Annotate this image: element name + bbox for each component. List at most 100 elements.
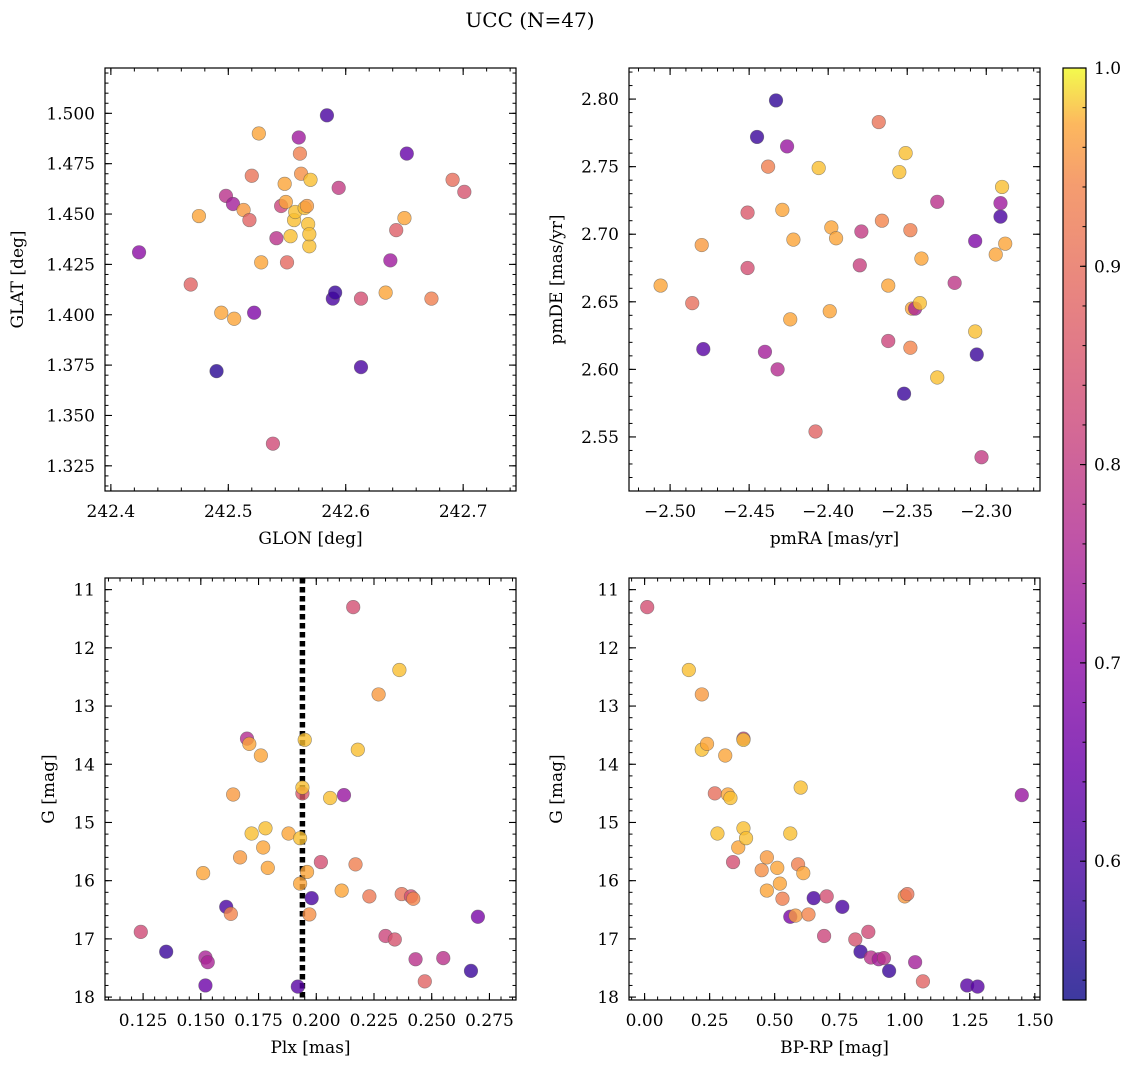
data-point <box>328 285 343 300</box>
panel-4: 0.00 0.25 0.50 0.75 1.00 1.25 1.50 11 12 13 14 15 16… <box>547 577 1054 1058</box>
x-tick-label: −2.50 <box>644 502 696 522</box>
data-point <box>133 924 148 939</box>
data-point <box>788 908 803 923</box>
y-axis-label: GLAT [deg] <box>8 230 28 328</box>
x-tick-label: −2.45 <box>723 502 775 522</box>
data-point <box>874 213 890 228</box>
data-point <box>265 436 281 451</box>
data-point <box>406 891 421 906</box>
scatter-panels: 242.4 242.5 242.6 242.7 1.325 1.350 1.375 1.400… <box>8 67 1054 1058</box>
data-point <box>882 963 897 978</box>
data-point <box>226 787 241 802</box>
colorbar: 0.6 0.7 0.8 0.9 1.0 <box>1062 59 1121 1001</box>
y-tick-label: 18 <box>597 988 619 1008</box>
x-tick-label: 1.00 <box>886 1011 924 1031</box>
x-tick-label: 0.75 <box>821 1011 859 1031</box>
data-point <box>640 600 655 615</box>
y-tick-label: 17 <box>73 930 95 950</box>
x-axis-label: Plx [mas] <box>270 1038 350 1058</box>
x-axis-label: pmRA [mas/yr] <box>770 529 899 549</box>
x-tick-label: 242.7 <box>439 502 488 522</box>
data-point <box>295 780 310 795</box>
y-axis-label: G [mag] <box>39 754 59 823</box>
data-point <box>898 146 913 161</box>
data-point <box>131 245 147 260</box>
data-point <box>699 736 715 751</box>
colorbar-tick-label: 0.7 <box>1094 654 1121 674</box>
data-point <box>811 160 826 176</box>
data-point <box>912 296 927 311</box>
x-tick-label: 242.6 <box>321 502 370 522</box>
x-tick-label: −2.40 <box>802 502 854 522</box>
data-point <box>258 821 273 836</box>
data-point <box>299 198 315 214</box>
y-tick-label: 15 <box>73 813 95 833</box>
data-point <box>392 662 407 678</box>
axes-frame <box>628 67 1041 492</box>
data-point <box>725 854 741 870</box>
x-axis-label: BP-RP [mag] <box>780 1038 889 1058</box>
y-tick-label: 2.65 <box>581 293 619 313</box>
data-point <box>253 748 268 763</box>
y-tick-label: 1.425 <box>46 255 95 275</box>
data-point <box>903 340 918 355</box>
panel-2: −2.50 −2.45 −2.40 −2.35 −2.30 2.55 2.60 2.65 2.7… <box>547 67 1041 549</box>
x-tick-label: 0.00 <box>626 1011 664 1031</box>
data-point <box>685 296 700 311</box>
colorbar-tick-label: 1.0 <box>1094 59 1121 79</box>
y-tick-label: 2.55 <box>581 428 619 448</box>
data-point <box>993 196 1008 211</box>
x-tick-label: −2.30 <box>960 502 1012 522</box>
data-point <box>200 955 215 970</box>
data-point <box>759 883 774 898</box>
data-point <box>757 344 773 359</box>
y-tick-label: 11 <box>73 581 95 601</box>
data-point <box>779 139 795 154</box>
colorbar-tick-label: 0.8 <box>1094 456 1121 476</box>
data-point <box>183 277 198 292</box>
x-tick-label: 0.175 <box>234 1011 283 1031</box>
x-tick-label: 0.125 <box>119 1011 168 1031</box>
data-point <box>835 899 850 914</box>
y-tick-label: 1.500 <box>46 104 95 124</box>
data-point <box>915 974 931 989</box>
data-point <box>227 311 242 326</box>
panel-1: 242.4 242.5 242.6 242.7 1.325 1.350 1.375 1.400… <box>8 67 517 549</box>
x-tick-label: 0.150 <box>176 1011 225 1031</box>
data-point <box>319 108 335 123</box>
data-point <box>775 891 790 906</box>
data-point <box>903 223 918 238</box>
colorbar-frame <box>1062 67 1087 1001</box>
data-point <box>723 790 738 806</box>
x-tick-label: 0.200 <box>292 1011 341 1031</box>
y-tick-label: 17 <box>597 930 619 950</box>
data-point <box>242 212 257 228</box>
data-point <box>383 253 398 268</box>
y-tick-label: 1.475 <box>46 155 95 175</box>
data-point <box>694 237 709 253</box>
data-point <box>278 194 293 210</box>
data-point <box>783 826 798 841</box>
data-point <box>232 850 248 865</box>
data-point <box>445 172 460 187</box>
data-point <box>896 386 912 401</box>
y-tick-label: 12 <box>597 639 619 659</box>
data-point <box>900 886 915 902</box>
data-point <box>876 950 892 966</box>
data-point <box>854 224 869 239</box>
data-point <box>302 907 317 922</box>
data-point <box>290 979 305 994</box>
data-point <box>930 194 945 209</box>
data-point <box>786 232 801 247</box>
data-point <box>302 239 317 254</box>
y-tick-label: 1.350 <box>46 406 95 426</box>
data-point <box>968 233 983 249</box>
axes-frame <box>628 577 1041 1001</box>
data-point <box>759 850 774 865</box>
x-tick-label: 0.250 <box>407 1011 456 1031</box>
data-point <box>681 662 696 678</box>
data-point <box>914 251 929 266</box>
data-point <box>819 889 834 904</box>
data-point <box>710 826 725 841</box>
